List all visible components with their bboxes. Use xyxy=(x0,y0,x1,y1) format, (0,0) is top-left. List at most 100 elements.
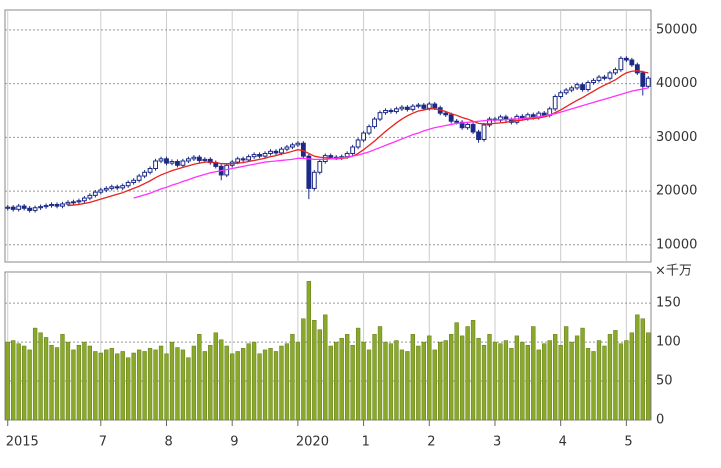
volume-bar xyxy=(531,326,536,421)
x-tick-label: 4 xyxy=(559,435,567,450)
volume-bar xyxy=(142,351,147,421)
candle-body xyxy=(443,112,449,116)
volume-bar xyxy=(492,341,498,421)
candle-body xyxy=(164,158,169,164)
volume-bar xyxy=(147,348,153,421)
candle-body xyxy=(81,197,87,202)
candle-body xyxy=(377,112,383,120)
candle-body xyxy=(350,146,356,154)
candle-body xyxy=(454,120,460,123)
candle-body xyxy=(32,207,38,211)
volume-bar xyxy=(257,353,262,421)
volume-bar xyxy=(328,345,333,421)
candle-body xyxy=(125,181,131,187)
volume-panel xyxy=(4,271,652,421)
candle-body xyxy=(92,191,98,196)
volume-bar xyxy=(5,341,10,421)
candle-body xyxy=(322,155,328,163)
y-tick-label: 150 xyxy=(656,296,681,311)
x-tick-label: 7 xyxy=(99,435,107,450)
moving-average-line xyxy=(133,87,649,199)
x-tick-label: 2 xyxy=(427,435,435,450)
candle-body xyxy=(415,104,421,107)
candle-body xyxy=(585,82,591,91)
candle-body xyxy=(98,189,104,193)
candle-body xyxy=(404,106,410,110)
volume-bar xyxy=(394,340,399,421)
y-tick-label: 10000 xyxy=(656,237,697,252)
x-tick-label: 1 xyxy=(362,435,370,450)
volume-bar xyxy=(558,344,563,421)
candle-body xyxy=(344,152,350,158)
volume-bar xyxy=(87,345,93,421)
volume-bar xyxy=(175,347,180,421)
volume-bar xyxy=(585,348,591,421)
candle-body xyxy=(432,103,438,109)
candle-body xyxy=(300,142,306,157)
volume-bar xyxy=(11,340,16,421)
candle-body xyxy=(465,123,471,129)
volume-bar xyxy=(191,345,197,421)
volume-bar xyxy=(290,334,295,421)
volume-bar xyxy=(629,332,635,421)
volume-bar xyxy=(372,334,377,421)
candle-body xyxy=(257,154,262,157)
volume-bar xyxy=(240,348,246,421)
candle-body xyxy=(240,158,246,161)
candle-body xyxy=(311,171,317,189)
volume-bar xyxy=(65,341,71,421)
volume-bar xyxy=(563,326,569,421)
price-panel xyxy=(4,9,652,263)
candle-body xyxy=(580,84,585,91)
volume-bar xyxy=(306,281,312,421)
x-tick-label: 2015 xyxy=(6,435,39,450)
candle-body xyxy=(114,186,120,189)
volume-bar xyxy=(334,341,339,421)
volume-bar xyxy=(624,340,629,421)
volume-bar xyxy=(416,345,421,421)
volume-bar xyxy=(355,327,361,421)
volume-bar xyxy=(618,343,624,421)
candle-body xyxy=(607,72,613,79)
candle-body xyxy=(640,72,646,87)
candle-body xyxy=(383,109,388,114)
candle-body xyxy=(448,114,454,122)
candle-body xyxy=(361,132,367,141)
candle-body xyxy=(10,206,16,210)
candle-body xyxy=(591,79,596,84)
candle-body xyxy=(142,171,148,177)
volume-bar xyxy=(197,334,202,421)
volume-bar xyxy=(410,334,416,421)
volume-bar xyxy=(312,320,317,421)
volume-bar xyxy=(219,339,224,421)
candle-body xyxy=(284,146,290,150)
candle-body xyxy=(306,155,312,189)
x-tick-label: 2020 xyxy=(296,435,329,450)
x-tick-label: 9 xyxy=(230,435,238,450)
candle-body xyxy=(76,200,82,203)
volume-bar xyxy=(344,334,350,421)
volume-bar xyxy=(542,343,547,421)
candle-body xyxy=(645,77,651,87)
candle-body xyxy=(410,105,416,110)
volume-bar xyxy=(60,334,65,421)
volume-bar xyxy=(366,349,372,421)
candle-body xyxy=(103,187,109,191)
candle-body xyxy=(21,205,27,209)
volume-bar xyxy=(503,340,509,421)
volume-bar xyxy=(120,351,125,421)
candle-body xyxy=(372,118,377,128)
volume-bar xyxy=(377,326,383,421)
volume-bar xyxy=(164,353,169,421)
candle-body xyxy=(279,148,284,154)
candle-body xyxy=(185,158,191,162)
volume-bar xyxy=(438,341,443,421)
volume-bar xyxy=(591,351,596,421)
volume-bar xyxy=(553,334,558,421)
volume-bar xyxy=(323,314,328,421)
candle-body xyxy=(43,205,49,208)
volume-bar xyxy=(514,335,520,421)
volume-bar xyxy=(43,337,49,421)
candle-body xyxy=(251,154,257,158)
candle-body xyxy=(273,150,279,154)
